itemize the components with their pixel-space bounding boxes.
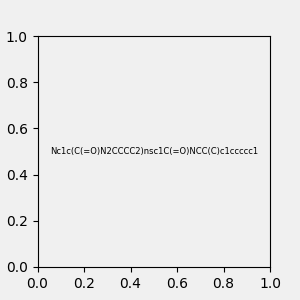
Text: Nc1c(C(=O)N2CCCC2)nsc1C(=O)NCC(C)c1ccccc1: Nc1c(C(=O)N2CCCC2)nsc1C(=O)NCC(C)c1ccccc… xyxy=(50,147,258,156)
